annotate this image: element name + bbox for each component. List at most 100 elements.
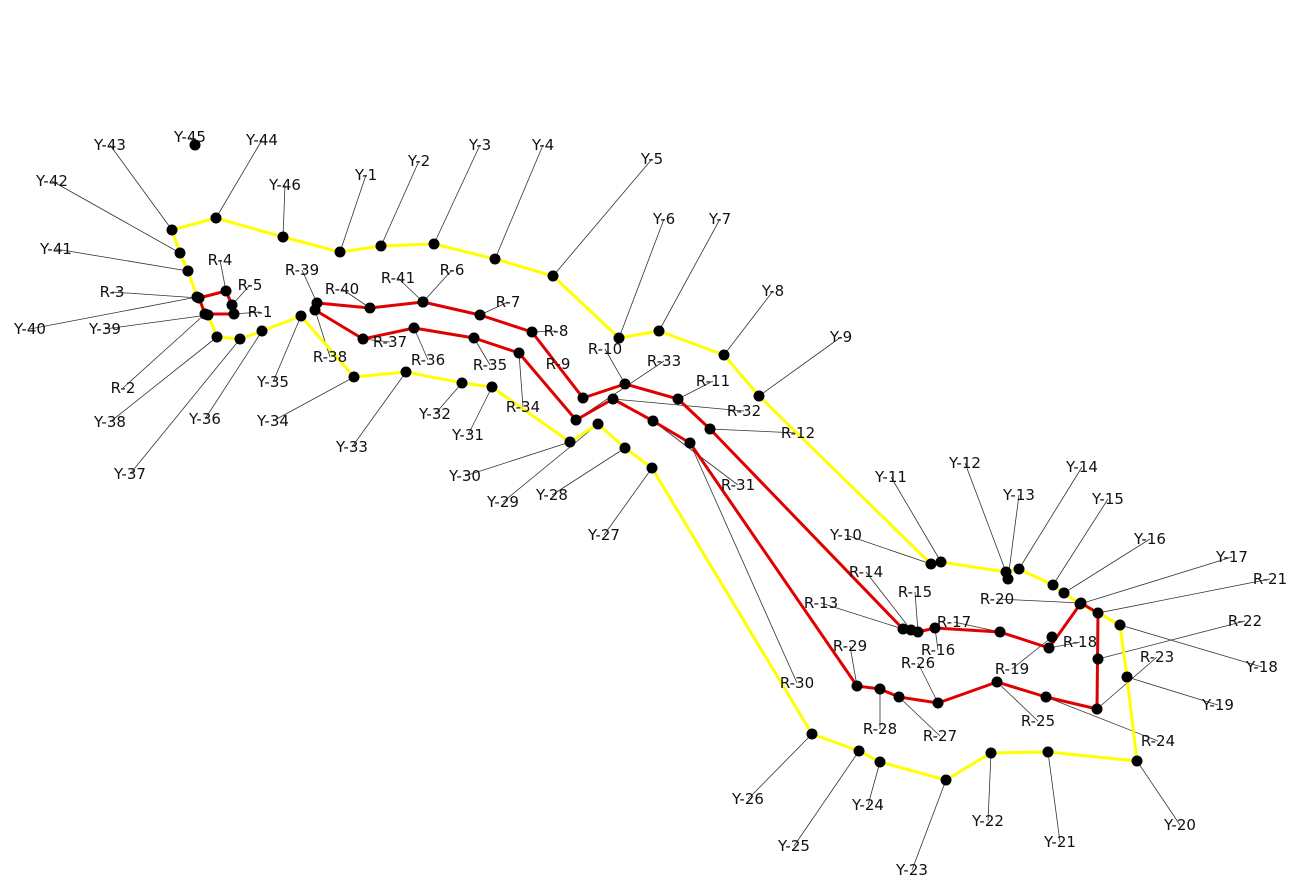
leader-line-r-3 bbox=[111, 291, 200, 299]
vertex-point-r-17 bbox=[994, 626, 1006, 638]
leader-line-y-26 bbox=[747, 733, 813, 800]
vertex-point-y-6 bbox=[613, 332, 625, 344]
vertex-point-y-44 bbox=[210, 212, 222, 224]
leader-line-r-20 bbox=[996, 598, 1082, 604]
vertex-point-y-38 bbox=[211, 331, 223, 343]
vertex-point-r-2 bbox=[199, 308, 211, 320]
vertex-label-r-3: R-3 bbox=[100, 283, 125, 301]
vertex-point-y-14 bbox=[1013, 563, 1025, 575]
vertex-labels: Y-1 Y-2 Y-3 Y-4 Y-5 Y-6 Y-7 Y-8 Y-9 Y-10 Y-11 Y-12 Y… bbox=[13, 128, 1287, 879]
leader-line-y-21 bbox=[1047, 751, 1061, 843]
leader-line-y-10 bbox=[845, 534, 932, 565]
vertex-label-y-29: Y-29 bbox=[486, 493, 519, 511]
leader-line-r-2 bbox=[122, 313, 206, 389]
vertex-label-r-28: R-28 bbox=[863, 720, 897, 738]
vertex-point-y-41 bbox=[182, 265, 194, 277]
leader-line-y-6 bbox=[618, 218, 665, 339]
leader-line-y-5 bbox=[552, 158, 653, 277]
leader-line-y-31 bbox=[467, 386, 493, 436]
leader-line-r-10 bbox=[604, 348, 626, 385]
vertex-point-y-28 bbox=[619, 442, 631, 454]
leader-line-r-12 bbox=[709, 428, 799, 434]
vertex-label-r-25: R-25 bbox=[1021, 712, 1055, 730]
vertex-point-r-18 bbox=[1043, 642, 1055, 654]
leader-line-y-33 bbox=[351, 371, 407, 448]
vertex-label-y-40: Y-40 bbox=[13, 320, 46, 338]
vertex-point-y-26 bbox=[806, 728, 818, 740]
vertex-label-r-30: R-30 bbox=[780, 674, 814, 692]
vertex-point-r-22 bbox=[1092, 653, 1104, 665]
vertex-point-r-28 bbox=[874, 683, 886, 695]
vertex-point-y-22 bbox=[985, 747, 997, 759]
vertex-label-y-11: Y-11 bbox=[874, 468, 907, 486]
vertex-point-y-10 bbox=[925, 558, 937, 570]
vertex-label-r-12: R-12 bbox=[781, 424, 815, 442]
vertex-label-y-4: Y-4 bbox=[531, 136, 554, 154]
leader-line-r-14 bbox=[865, 571, 912, 631]
vertex-label-y-7: Y-7 bbox=[708, 210, 731, 228]
vertex-label-r-34: R-34 bbox=[506, 398, 540, 416]
vertex-point-y-43 bbox=[166, 224, 178, 236]
vertex-label-y-38: Y-38 bbox=[93, 413, 126, 431]
vertex-point-y-32 bbox=[456, 377, 468, 389]
leader-lines bbox=[29, 136, 1271, 871]
vertex-label-r-18: R-18 bbox=[1063, 633, 1097, 651]
vertex-label-r-2: R-2 bbox=[111, 379, 136, 397]
vertex-point-r-41 bbox=[417, 296, 429, 308]
vertex-label-r-13: R-13 bbox=[804, 594, 838, 612]
vertex-label-y-6: Y-6 bbox=[652, 210, 675, 228]
leader-line-r-25 bbox=[996, 681, 1039, 722]
vertex-point-r-20 bbox=[1075, 597, 1087, 609]
leader-line-r-39 bbox=[301, 269, 318, 304]
vertex-label-y-26: Y-26 bbox=[731, 790, 764, 808]
vertex-point-r-8 bbox=[526, 326, 538, 338]
vertex-point-y-31 bbox=[486, 381, 498, 393]
vertex-label-y-15: Y-15 bbox=[1091, 490, 1124, 508]
vertex-label-y-25: Y-25 bbox=[777, 837, 810, 855]
vertex-label-r-36: R-36 bbox=[411, 351, 445, 369]
vertex-label-r-14: R-14 bbox=[849, 563, 883, 581]
leader-line-y-20 bbox=[1136, 760, 1181, 826]
vertex-label-y-9: Y-9 bbox=[829, 328, 852, 346]
vertex-label-y-21: Y-21 bbox=[1043, 833, 1076, 851]
leader-line-y-16 bbox=[1063, 538, 1151, 594]
vertex-point-y-46 bbox=[277, 231, 289, 243]
vertex-label-y-23: Y-23 bbox=[895, 861, 928, 879]
vertex-point-y-3 bbox=[428, 238, 440, 250]
vertex-point-r-25 bbox=[991, 676, 1003, 688]
vertex-label-r-38: R-38 bbox=[313, 348, 347, 366]
vertex-point-y-21 bbox=[1042, 746, 1054, 758]
yellow-boundary-polygon bbox=[170, 216, 1139, 782]
vertex-label-y-24: Y-24 bbox=[851, 796, 884, 814]
leader-line-y-29 bbox=[502, 423, 599, 503]
vertex-point-y-4 bbox=[489, 253, 501, 265]
vertex-label-r-22: R-22 bbox=[1228, 612, 1262, 630]
leader-line-y-8 bbox=[723, 290, 774, 356]
leader-line-r-26 bbox=[917, 662, 939, 704]
vertex-point-y-34 bbox=[348, 371, 360, 383]
vertex-label-r-24: R-24 bbox=[1141, 732, 1175, 750]
vertex-point-y-30 bbox=[564, 436, 576, 448]
leader-line-y-41 bbox=[55, 248, 189, 272]
leader-line-y-19 bbox=[1126, 676, 1219, 706]
vertex-label-y-22: Y-22 bbox=[971, 812, 1004, 830]
vertex-label-y-20: Y-20 bbox=[1163, 816, 1196, 834]
vertex-label-r-23: R-23 bbox=[1140, 648, 1174, 666]
vertex-label-y-46: Y-46 bbox=[268, 176, 301, 194]
vertex-point-y-42 bbox=[174, 247, 186, 259]
vertex-point-y-5 bbox=[547, 270, 559, 282]
vertex-label-r-27: R-27 bbox=[923, 727, 957, 745]
leader-line-y-44 bbox=[215, 139, 263, 219]
vertex-point-y-23 bbox=[940, 774, 952, 786]
leader-line-y-36 bbox=[204, 330, 263, 420]
vertex-label-y-31: Y-31 bbox=[451, 426, 484, 444]
leader-line-y-12 bbox=[964, 462, 1007, 573]
vertex-label-y-39: Y-39 bbox=[88, 320, 121, 338]
leader-line-r-6 bbox=[422, 269, 453, 303]
vertex-point-r-31 bbox=[647, 415, 659, 427]
vertex-point-r-33 bbox=[570, 414, 582, 426]
leader-line-y-23 bbox=[911, 779, 947, 871]
vertex-label-r-29: R-29 bbox=[833, 637, 867, 655]
vertex-point-y-18 bbox=[1114, 619, 1126, 631]
